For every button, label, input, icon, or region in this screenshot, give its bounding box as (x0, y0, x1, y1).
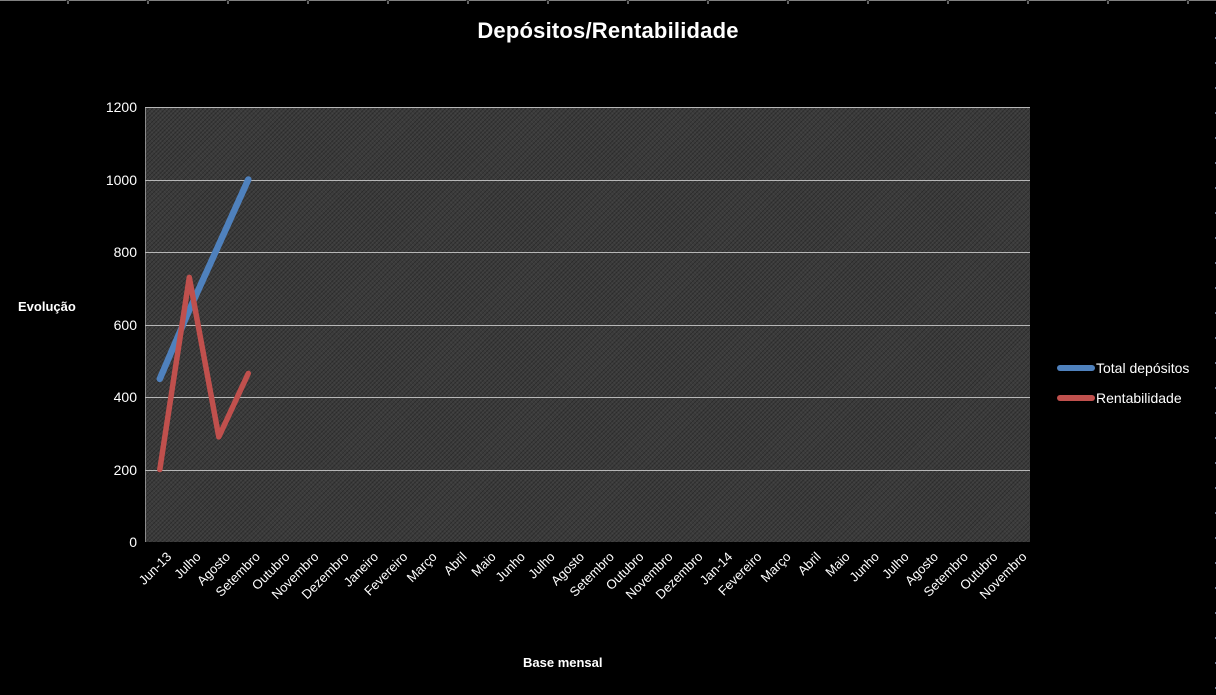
x-tick-label: Março (757, 549, 794, 586)
legend-item: Rentabilidade (1057, 386, 1189, 410)
y-tick-label: 200 (113, 461, 137, 478)
window-top-ticks (0, 1, 1216, 4)
x-tick-label: Abril (440, 549, 470, 579)
x-tick-label: Junho (846, 549, 883, 585)
y-tick-label: 0 (129, 534, 137, 550)
legend-label: Total depósitos (1096, 360, 1190, 376)
x-tick-label: Jun-13 (135, 549, 175, 588)
y-tick-label: 400 (113, 389, 137, 405)
series-line (156, 176, 252, 383)
legend: Total depósitos Rentabilidade (1057, 356, 1189, 410)
legend-item: Total depósitos (1057, 356, 1189, 380)
legend-line-swatch (1057, 395, 1095, 401)
x-tick-label: Abril (794, 549, 824, 579)
chart-title: Depósitos/Rentabilidade (477, 18, 739, 43)
x-axis-title: Base mensal (523, 655, 603, 670)
window-top-edge (0, 0, 1216, 1)
y-tick-label: 1000 (105, 171, 137, 188)
y-tick-label: 600 (113, 316, 137, 333)
legend-line-swatch (1057, 365, 1095, 371)
x-tick-label: Março (403, 549, 440, 586)
y-tick-label: 800 (113, 244, 137, 260)
series-lines (145, 107, 1030, 542)
series-line (157, 274, 252, 473)
legend-label: Rentabilidade (1096, 390, 1182, 406)
y-tick-label: 1200 (105, 99, 137, 115)
plot-area (145, 107, 1030, 542)
y-axis-title: Evolução (18, 299, 76, 314)
x-tick-label: Junho (492, 549, 529, 585)
